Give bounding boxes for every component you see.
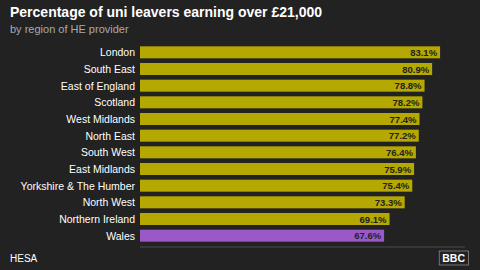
axis-line xyxy=(140,247,465,248)
y-tick-label: Scotland xyxy=(94,96,135,108)
logo: BBC xyxy=(439,251,468,265)
y-tick-label: London xyxy=(100,46,135,58)
bar xyxy=(140,213,390,225)
bar xyxy=(140,230,384,242)
data-label: 78.2% xyxy=(392,97,419,108)
data-label: 73.3% xyxy=(375,197,402,208)
bar xyxy=(140,180,412,192)
y-axis: London South East East of England Scotland W… xyxy=(21,46,136,241)
data-label: 75.9% xyxy=(384,164,411,175)
data-label: 75.4% xyxy=(382,180,409,191)
subtitle: by region of HE provider xyxy=(10,23,129,35)
data-label: 83.1% xyxy=(410,47,437,58)
bar xyxy=(140,80,425,92)
y-tick-label: South West xyxy=(81,146,135,158)
bar xyxy=(140,63,432,75)
y-tick-label: Yorkshire & The Humber xyxy=(21,180,136,192)
y-tick-label: Northern Ireland xyxy=(59,213,135,225)
bar xyxy=(140,196,405,208)
y-tick-label: West Midlands xyxy=(66,113,135,125)
title: Percentage of uni leavers earning over £… xyxy=(10,4,322,20)
bar xyxy=(140,46,440,58)
data-label: 76.4% xyxy=(386,147,413,158)
data-label: 80.9% xyxy=(402,64,429,75)
data-label: 78.8% xyxy=(395,80,422,91)
data-label: 77.4% xyxy=(390,114,417,125)
y-tick-label: North East xyxy=(85,130,135,142)
bar xyxy=(140,163,414,175)
y-tick-label: East Midlands xyxy=(69,163,135,175)
logo-text: BBC xyxy=(442,252,465,264)
y-tick-label: North West xyxy=(83,196,135,208)
data-label: 69.1% xyxy=(360,214,387,225)
data-labels: 83.1% 80.9% 78.8% 78.2% 77.4% 77.2% 76.4% 75.9%… xyxy=(354,47,437,241)
background xyxy=(0,0,480,270)
bars xyxy=(140,46,440,241)
bar xyxy=(140,130,419,142)
y-tick-label: East of England xyxy=(61,80,135,92)
logo-box xyxy=(439,251,468,265)
source: HESA xyxy=(10,253,38,264)
data-label: 67.6% xyxy=(354,230,381,241)
data-label: 77.2% xyxy=(389,130,416,141)
bar xyxy=(140,146,416,158)
y-tick-label: South East xyxy=(84,63,135,75)
chart: Percentage of uni leavers earning over £… xyxy=(0,0,480,270)
y-tick-label: Wales xyxy=(106,230,135,242)
bar xyxy=(140,113,420,125)
bar xyxy=(140,96,422,108)
